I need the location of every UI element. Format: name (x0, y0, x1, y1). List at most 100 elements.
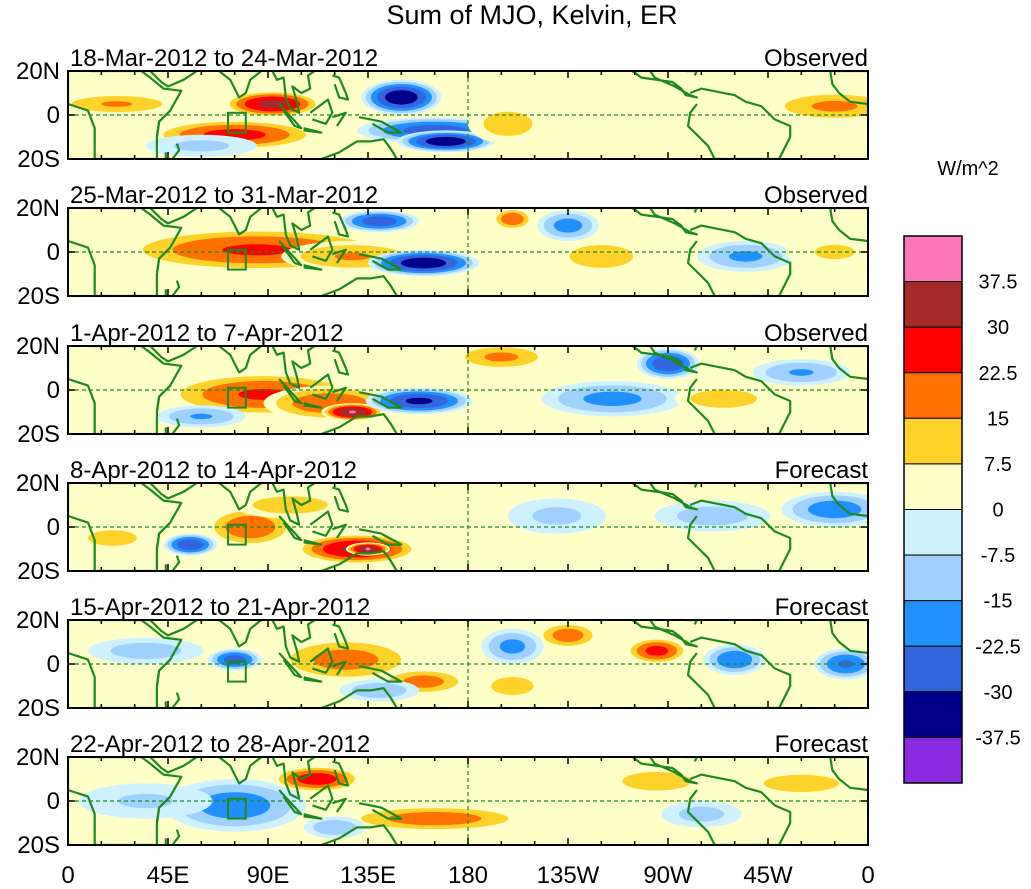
colorbar-label: -7.5 (981, 545, 1015, 567)
coastline (309, 647, 334, 674)
coastline (164, 418, 181, 434)
x-tick-label: 0 (861, 862, 874, 889)
anomaly-contour (173, 140, 230, 152)
coastline (155, 658, 171, 687)
coastline (278, 378, 303, 405)
coastline (320, 138, 398, 159)
colorbar-swatch (903, 281, 963, 328)
anomaly-contour (789, 369, 814, 376)
y-tick-label: 0 (47, 377, 60, 404)
colorbar-label: -30 (984, 682, 1013, 704)
anomaly-contour (313, 819, 356, 835)
y-tick-label: 20S (17, 832, 60, 859)
coastline (829, 757, 868, 792)
coastline (164, 692, 181, 708)
y-tick-label: 0 (47, 239, 60, 266)
y-tick-label: 0 (47, 102, 60, 129)
coastline (686, 499, 792, 571)
panel-period: 25-Mar-2012 to 31-Mar-2012 (70, 182, 378, 209)
colorbar-swatch (903, 372, 963, 419)
anomaly-contour (645, 645, 669, 656)
anomaly-contour (425, 136, 466, 146)
coastline (278, 789, 303, 816)
coastline (332, 74, 350, 101)
panel-status: Forecast (775, 731, 869, 758)
anomaly-contour (87, 530, 137, 546)
y-tick-label: 0 (47, 651, 60, 678)
coastline (303, 264, 323, 271)
panel-field (68, 346, 868, 434)
anomaly-contour (110, 642, 182, 659)
panel-4: 20N 0 20S 8-Apr-2012 to 14-Apr-2012 Forecast (16, 457, 869, 585)
y-tick-label: 20N (16, 58, 60, 85)
coastline (631, 483, 699, 511)
coastline (358, 391, 403, 409)
x-axis: 0 45E 90E 135E 180 135W 90W 45W 0 (61, 862, 874, 889)
anomaly-contour (199, 792, 271, 819)
coastline (271, 346, 316, 389)
coastline (332, 523, 347, 539)
coastline (358, 116, 403, 134)
coastline (303, 813, 323, 820)
colorbar: W/m^2 37.5 30 22.5 15 7.5 0 -7.5 -15 -22.5 -30 -37… (903, 158, 1021, 784)
colorbar-swatch (903, 645, 963, 693)
y-tick-label: 20S (17, 283, 60, 310)
anomaly-contour (501, 212, 524, 226)
coastline (332, 248, 347, 264)
colorbar-swatch (903, 736, 963, 784)
anomaly-contour (491, 677, 534, 695)
anomaly-contour (405, 397, 433, 405)
coastline (149, 483, 198, 500)
coastline (332, 797, 347, 813)
colorbar-swatch (903, 600, 963, 647)
region-box (227, 111, 247, 134)
y-tick-label: 20N (16, 607, 60, 634)
x-tick-label: 0 (61, 862, 74, 889)
coastline (278, 652, 303, 679)
coastline (271, 620, 316, 663)
coastline (358, 665, 403, 683)
coastline (149, 71, 198, 88)
colorbar-swatch (903, 417, 963, 465)
coastline (303, 539, 323, 546)
anomaly-contour (176, 539, 204, 551)
coastline (164, 829, 181, 845)
colorbar-swatch (903, 691, 963, 738)
coastline (218, 71, 262, 99)
panel-period: 8-Apr-2012 to 14-Apr-2012 (70, 457, 357, 484)
region-box (227, 248, 247, 271)
anomaly-contour (532, 507, 582, 525)
coastline (303, 676, 323, 683)
coastline (218, 346, 262, 374)
coastline (686, 773, 792, 845)
anomaly-contour (678, 806, 724, 822)
coastline (332, 349, 350, 376)
coastline (218, 757, 262, 785)
y-tick-label: 20N (16, 470, 60, 497)
anomaly-contour (622, 771, 692, 791)
coastline (829, 71, 868, 106)
panel-period: 18-Mar-2012 to 24-Mar-2012 (70, 45, 378, 72)
y-tick-label: 0 (47, 788, 60, 815)
colorbar-swatch (903, 509, 963, 556)
coastline (685, 208, 699, 213)
coastline (278, 240, 303, 267)
x-tick-label: 90E (247, 862, 290, 889)
panel-status: Forecast (775, 594, 869, 621)
anomaly-contour (569, 244, 634, 268)
colorbar-frame (903, 235, 963, 784)
coastline (685, 71, 699, 76)
coastline (332, 660, 347, 676)
y-tick-label: 20N (16, 195, 60, 222)
coastline (149, 620, 198, 637)
chart-title: Sum of MJO, Kelvin, ER (386, 0, 677, 30)
coastline (358, 528, 403, 546)
panel-6: 20N 0 20S 22-Apr-2012 to 28-Apr-2012 Forecas… (16, 731, 869, 859)
coastline (309, 98, 334, 125)
panel-status: Observed (764, 320, 868, 347)
x-tick-label: 45E (147, 862, 190, 889)
region-box (227, 523, 247, 546)
coastline (309, 510, 334, 537)
y-tick-label: 20S (17, 421, 60, 448)
